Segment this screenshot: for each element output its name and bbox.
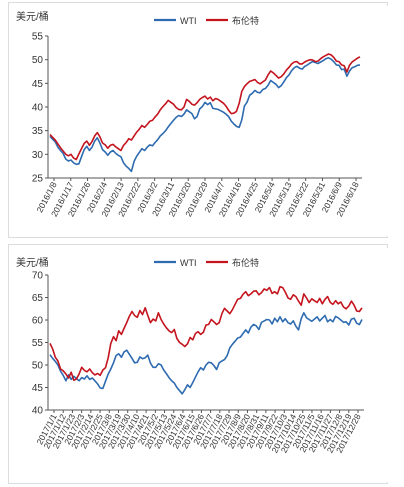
chart-panel-2017: 美元/桶 WTI 布伦特 40 45 50 55 60 65 70 2017/1/1 2017/… xyxy=(14,248,392,482)
series-line-brent xyxy=(49,285,363,382)
y-tick-label: 40 xyxy=(32,406,44,417)
y-tick-label: 70 xyxy=(32,271,44,282)
y-tick-label: 30 xyxy=(32,150,44,161)
y-axis-title: 美元/桶 xyxy=(16,256,49,269)
series-line-brent xyxy=(49,53,361,161)
legend-wti-label: WTI xyxy=(180,258,197,268)
plot-area: 404550556065702017/1/12017/1/122017/1/23… xyxy=(32,271,364,455)
y-tick-label: 60 xyxy=(32,316,44,327)
legend: WTI 布伦特 xyxy=(154,15,259,26)
y-tick-label: 50 xyxy=(32,55,44,66)
y-tick-label: 40 xyxy=(32,103,44,114)
y-tick-label: 45 xyxy=(32,79,44,90)
y-tick-label: 35 xyxy=(32,126,44,137)
series-line-wti xyxy=(49,312,363,395)
plot-area: 253035404550552016/1/82016/1/172016/1/26… xyxy=(32,32,362,218)
y-tick-label: 55 xyxy=(32,32,44,43)
y-tick-label: 25 xyxy=(32,174,44,185)
y-tick-label: 45 xyxy=(32,383,44,394)
legend-brent-label: 布伦特 xyxy=(232,257,259,268)
y-tick-label: 50 xyxy=(32,361,44,372)
legend-wti-label: WTI xyxy=(180,16,197,26)
chart-panel-2016: 美元/桶 WTI 布伦特 25 30 35 40 45 50 55 2016/1/8 2016/… xyxy=(14,6,392,236)
y-tick-label: 65 xyxy=(32,293,44,304)
y-axis-title: 美元/桶 xyxy=(16,10,49,23)
y-tick-label: 55 xyxy=(32,338,44,349)
line-chart-2016: 美元/桶 WTI 布伦特 253035404550552016/1/82016/… xyxy=(16,10,362,218)
series-line-wti xyxy=(49,56,361,173)
line-chart-2017: 美元/桶 WTI 布伦特 404550556065702017/1/12017/… xyxy=(16,256,364,455)
legend-brent-label: 布伦特 xyxy=(232,15,259,26)
legend: WTI 布伦特 xyxy=(154,257,259,268)
